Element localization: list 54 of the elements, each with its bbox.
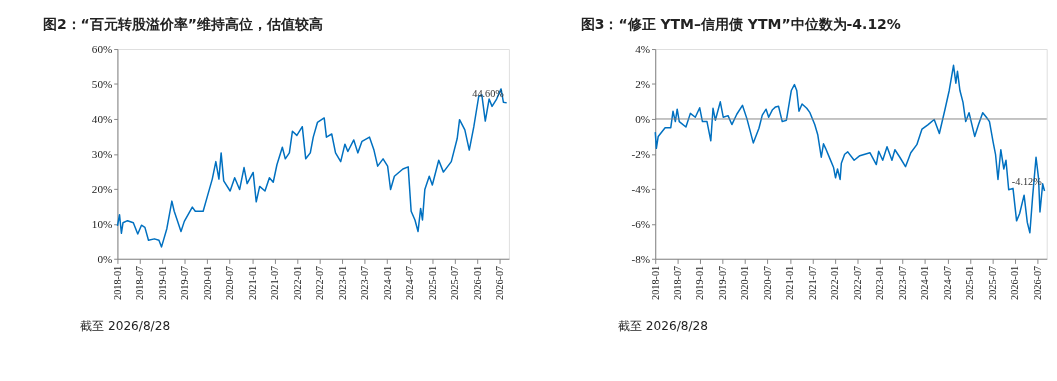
x-tick-label: 2025-01 (426, 265, 438, 300)
x-tick-label: 2021-01 (784, 265, 796, 300)
x-tick-label: 2026-07 (1031, 265, 1043, 300)
x-tick-label: 2022-01 (291, 265, 303, 300)
y-tick-label: 20% (91, 183, 113, 196)
y-tick-label: 0% (635, 113, 651, 126)
x-tick-label: 2022-07 (851, 265, 863, 300)
x-tick-label: 2025-07 (448, 265, 460, 300)
x-tick-label: 2018-07 (134, 265, 145, 300)
x-tick-label: 2023-07 (896, 265, 908, 300)
x-tick-label: 2019-01 (694, 265, 706, 300)
x-tick-label: 2021-07 (268, 265, 280, 300)
x-tick-label: 2021-07 (806, 265, 818, 300)
x-tick-label: 2020-01 (201, 265, 213, 300)
x-tick-label: 2018-01 (649, 265, 661, 300)
x-tick-label: 2020-07 (224, 265, 236, 300)
y-tick-label: -4% (631, 183, 651, 196)
y-tick-label: 40% (91, 113, 113, 126)
x-tick-label: 2023-01 (874, 265, 886, 300)
x-tick-label: 2024-07 (941, 265, 953, 300)
y-tick-label: 60% (91, 43, 113, 56)
x-tick-label: 2026-07 (493, 265, 505, 300)
chart-title: 图3：“修正 YTM–信用债 YTM”中位数为-4.12% (580, 16, 901, 33)
x-tick-label: 2020-07 (761, 265, 773, 300)
text: 截至 2026/8/28 (80, 318, 171, 333)
x-tick-label: 2025-07 (986, 265, 998, 300)
x-tick-label: 2026-01 (471, 265, 483, 300)
y-tick-label: -8% (631, 252, 651, 265)
x-tick-label: 2022-07 (313, 265, 325, 300)
y-tick-label: 10% (91, 218, 113, 231)
x-tick-label: 2020-01 (739, 265, 751, 300)
x-tick-label: 2024-01 (381, 265, 393, 300)
chart-title: 图2：“百元转股溢价率”维持高位，估值较高 (42, 16, 323, 33)
x-tick-label: 2023-07 (358, 265, 370, 300)
y-tick-label: 2% (635, 78, 651, 91)
x-tick-label: 2025-01 (964, 265, 976, 300)
y-tick-label: 0% (97, 252, 113, 265)
x-tick-label: 2018-07 (671, 265, 683, 300)
x-tick-label: 2019-07 (716, 265, 728, 300)
x-tick-label: 2019-07 (178, 265, 190, 300)
y-tick-label: 30% (91, 148, 113, 161)
x-tick-label: 2018-01 (111, 265, 123, 300)
y-tick-label: -2% (631, 148, 651, 161)
text: 截至 2026/8/28 (617, 318, 708, 333)
x-tick-label: 2024-07 (403, 265, 415, 300)
x-tick-label: 2022-01 (829, 265, 841, 300)
y-tick-label: -6% (631, 218, 651, 231)
x-tick-label: 2021-01 (246, 265, 258, 300)
x-tick-label: 2019-01 (156, 265, 168, 300)
y-tick-label: 4% (635, 43, 651, 56)
x-tick-label: 2026-01 (1009, 265, 1021, 300)
y-tick-label: 50% (91, 78, 113, 91)
x-tick-label: 2023-01 (336, 265, 348, 300)
x-tick-label: 2024-01 (919, 265, 931, 300)
